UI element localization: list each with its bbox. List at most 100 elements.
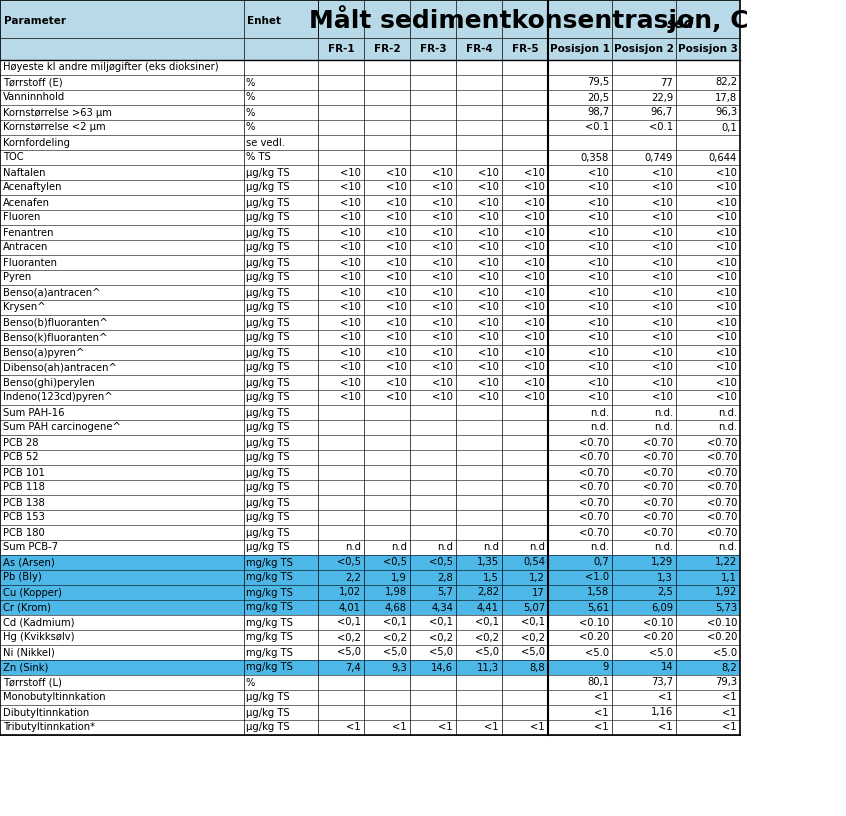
Text: <0.1: <0.1 bbox=[649, 122, 673, 132]
Text: <10: <10 bbox=[588, 378, 609, 388]
Text: Acenaftylen: Acenaftylen bbox=[3, 183, 63, 193]
Text: <1: <1 bbox=[595, 693, 609, 703]
Text: 2,82: 2,82 bbox=[477, 588, 499, 597]
Text: <10: <10 bbox=[340, 197, 361, 207]
Bar bbox=[0, 315, 740, 330]
Text: <10: <10 bbox=[340, 183, 361, 193]
Text: n.d.: n.d. bbox=[654, 407, 673, 418]
Text: <10: <10 bbox=[588, 258, 609, 268]
Text: <10: <10 bbox=[525, 287, 545, 298]
Text: <10: <10 bbox=[478, 362, 499, 372]
Text: µg/kg TS: µg/kg TS bbox=[246, 543, 289, 552]
Text: Pb (Bly): Pb (Bly) bbox=[3, 573, 41, 583]
Text: 0,358: 0,358 bbox=[580, 153, 609, 162]
Text: <10: <10 bbox=[652, 287, 673, 298]
Text: <10: <10 bbox=[525, 167, 545, 178]
Text: <10: <10 bbox=[432, 242, 453, 252]
Text: 8,2: 8,2 bbox=[722, 663, 737, 672]
Text: se vedl.: se vedl. bbox=[246, 138, 285, 148]
Text: Vanninnhold: Vanninnhold bbox=[3, 92, 65, 103]
Text: <1: <1 bbox=[595, 707, 609, 717]
Text: 22,9: 22,9 bbox=[651, 92, 673, 103]
Text: mg/kg TS: mg/kg TS bbox=[246, 663, 293, 672]
Text: <10: <10 bbox=[386, 258, 407, 268]
Bar bbox=[0, 285, 740, 300]
Text: PCB 138: PCB 138 bbox=[3, 498, 45, 508]
Text: Benso(a)pyren^: Benso(a)pyren^ bbox=[3, 348, 85, 357]
Text: <10: <10 bbox=[386, 378, 407, 388]
Text: <0.70: <0.70 bbox=[643, 482, 673, 493]
Text: Sum PCB-7: Sum PCB-7 bbox=[3, 543, 58, 552]
Text: mg/kg TS: mg/kg TS bbox=[246, 573, 293, 583]
Text: µg/kg TS: µg/kg TS bbox=[246, 258, 289, 268]
Text: <10: <10 bbox=[525, 317, 545, 327]
Text: <10: <10 bbox=[386, 197, 407, 207]
Text: 4,34: 4,34 bbox=[431, 602, 453, 613]
Text: 1,1: 1,1 bbox=[721, 573, 737, 583]
Text: <0,2: <0,2 bbox=[521, 632, 545, 642]
Text: Hg (Kvikksølv): Hg (Kvikksølv) bbox=[3, 632, 74, 642]
Bar bbox=[0, 270, 740, 285]
Bar bbox=[0, 90, 740, 105]
Text: <10: <10 bbox=[386, 242, 407, 252]
Text: <10: <10 bbox=[478, 242, 499, 252]
Text: Indeno(123cd)pyren^: Indeno(123cd)pyren^ bbox=[3, 392, 113, 402]
Text: <10: <10 bbox=[588, 212, 609, 223]
Text: mg/kg TS: mg/kg TS bbox=[246, 602, 293, 613]
Text: <10: <10 bbox=[652, 212, 673, 223]
Text: <10: <10 bbox=[716, 287, 737, 298]
Text: <1: <1 bbox=[346, 722, 361, 733]
Text: Kornstørrelse <2 µm: Kornstørrelse <2 µm bbox=[3, 122, 106, 132]
Text: µg/kg TS: µg/kg TS bbox=[246, 707, 289, 717]
Text: <10: <10 bbox=[588, 362, 609, 372]
Text: n.d.: n.d. bbox=[590, 543, 609, 552]
Text: <10: <10 bbox=[386, 212, 407, 223]
Text: <10: <10 bbox=[716, 303, 737, 313]
Text: <10: <10 bbox=[386, 392, 407, 402]
Text: Benso(b)fluoranten^: Benso(b)fluoranten^ bbox=[3, 317, 108, 327]
Text: µg/kg TS: µg/kg TS bbox=[246, 512, 289, 522]
Text: 6,09: 6,09 bbox=[651, 602, 673, 613]
Bar bbox=[0, 180, 740, 195]
Text: %: % bbox=[246, 677, 255, 688]
Text: <10: <10 bbox=[716, 317, 737, 327]
Bar bbox=[0, 405, 740, 420]
Text: <10: <10 bbox=[716, 392, 737, 402]
Text: n.d: n.d bbox=[483, 543, 499, 552]
Text: 0,644: 0,644 bbox=[709, 153, 737, 162]
Text: µg/kg TS: µg/kg TS bbox=[246, 453, 289, 463]
Text: Fluoranten: Fluoranten bbox=[3, 258, 57, 268]
Text: µg/kg TS: µg/kg TS bbox=[246, 332, 289, 343]
Text: <10: <10 bbox=[525, 273, 545, 282]
Text: <0.70: <0.70 bbox=[706, 453, 737, 463]
Bar bbox=[0, 525, 740, 540]
Text: <10: <10 bbox=[432, 348, 453, 357]
Text: n.d: n.d bbox=[437, 543, 453, 552]
Text: mg/kg TS: mg/kg TS bbox=[246, 557, 293, 567]
Text: %: % bbox=[246, 122, 255, 132]
Text: Antracen: Antracen bbox=[3, 242, 48, 252]
Text: <5.0: <5.0 bbox=[649, 648, 673, 658]
Text: Cr (Krom): Cr (Krom) bbox=[3, 602, 51, 613]
Text: <10: <10 bbox=[386, 362, 407, 372]
Text: <10: <10 bbox=[716, 167, 737, 178]
Text: <10: <10 bbox=[386, 167, 407, 178]
Text: <0.10: <0.10 bbox=[643, 618, 673, 628]
Text: <10: <10 bbox=[525, 392, 545, 402]
Text: <10: <10 bbox=[652, 378, 673, 388]
Text: <1: <1 bbox=[722, 722, 737, 733]
Text: Krysen^: Krysen^ bbox=[3, 303, 46, 313]
Text: Benso(ghi)perylen: Benso(ghi)perylen bbox=[3, 378, 95, 388]
Text: <10: <10 bbox=[432, 317, 453, 327]
Bar bbox=[0, 300, 740, 315]
Text: Tributyltinnkation*: Tributyltinnkation* bbox=[3, 722, 95, 733]
Text: <10: <10 bbox=[340, 378, 361, 388]
Text: µg/kg TS: µg/kg TS bbox=[246, 197, 289, 207]
Text: Dibutyltinnkation: Dibutyltinnkation bbox=[3, 707, 89, 717]
Text: <5.0: <5.0 bbox=[585, 648, 609, 658]
Text: mg/kg TS: mg/kg TS bbox=[246, 618, 293, 628]
Text: PCB 28: PCB 28 bbox=[3, 437, 39, 447]
Text: µg/kg TS: µg/kg TS bbox=[246, 423, 289, 432]
Text: <10: <10 bbox=[340, 273, 361, 282]
Bar bbox=[0, 225, 740, 240]
